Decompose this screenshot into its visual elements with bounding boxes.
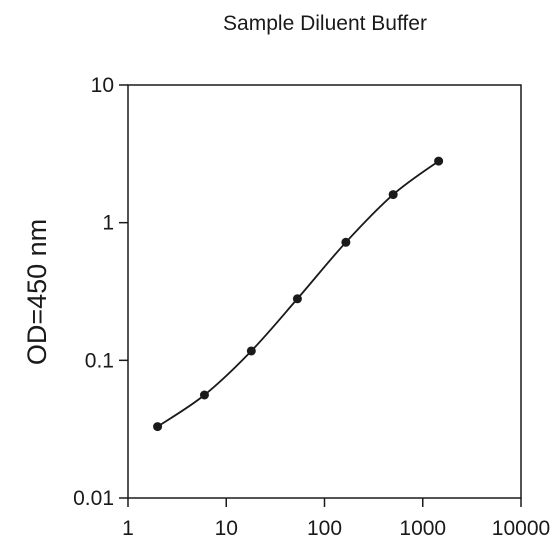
data-point	[246, 346, 256, 356]
chart-title: Sample Diluent Buffer	[223, 12, 427, 35]
data-point	[388, 190, 398, 200]
series-layer	[153, 156, 444, 432]
x-tick-label: 1000	[399, 517, 446, 540]
x-tick-label: 100	[307, 517, 342, 540]
plot-frame	[127, 84, 522, 499]
series-line	[157, 160, 440, 428]
x-tick-label: 10000	[492, 517, 550, 540]
y-tick-label: 10	[91, 74, 114, 97]
y-tick-label: 0.01	[73, 487, 114, 510]
y-axis-label: OD=450 nm	[22, 219, 52, 365]
x-tick-label: 10	[215, 517, 238, 540]
data-point	[153, 422, 163, 432]
data-point	[434, 156, 444, 166]
data-point	[292, 294, 302, 304]
y-axis-ticks: 0.01 0.1 1 10	[73, 74, 128, 510]
data-point	[199, 390, 209, 400]
y-tick-label: 1	[102, 212, 114, 235]
x-axis-ticks: 1 10 100 1000 10000	[122, 498, 550, 540]
data-point	[341, 237, 351, 247]
x-tick-label: 1	[122, 517, 134, 540]
y-tick-label: 0.1	[85, 349, 114, 372]
